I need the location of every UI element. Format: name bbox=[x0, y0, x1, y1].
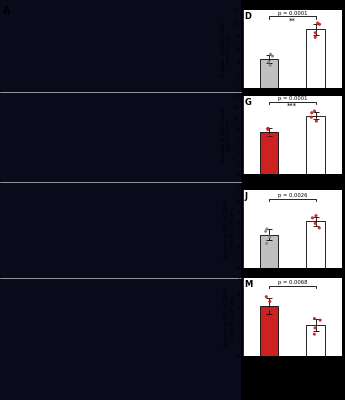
Point bbox=[308, 114, 314, 120]
Point bbox=[315, 20, 321, 26]
Bar bbox=[260, 59, 278, 88]
Point bbox=[264, 294, 269, 300]
Text: p = 0.0001: p = 0.0001 bbox=[278, 11, 307, 16]
Text: A: A bbox=[3, 6, 11, 16]
Y-axis label: Number of IBA1+ cells
per 100 µm²: Number of IBA1+ cells per 100 µm² bbox=[220, 21, 231, 77]
Y-axis label: Number of IBA1+CD68+
cells per 100 µm²: Number of IBA1+CD68+ cells per 100 µm² bbox=[224, 287, 235, 347]
Point bbox=[313, 220, 318, 227]
Point bbox=[267, 62, 273, 68]
Point bbox=[309, 110, 315, 116]
Point bbox=[265, 126, 270, 133]
Bar bbox=[306, 116, 325, 174]
Y-axis label: Number of IBA1+ cells
per 100 µm²: Number of IBA1+ cells per 100 µm² bbox=[220, 107, 231, 163]
Point bbox=[266, 59, 272, 65]
Bar bbox=[306, 30, 325, 88]
Text: D: D bbox=[245, 12, 252, 20]
Bar bbox=[306, 221, 325, 268]
Text: M: M bbox=[245, 280, 253, 288]
Point bbox=[312, 315, 317, 322]
Point bbox=[265, 125, 270, 132]
Point bbox=[312, 108, 317, 114]
Point bbox=[270, 53, 275, 59]
Point bbox=[267, 298, 273, 305]
Point bbox=[265, 134, 270, 141]
Point bbox=[265, 314, 270, 320]
Point bbox=[314, 118, 319, 124]
Text: p = 0.0026: p = 0.0026 bbox=[278, 193, 307, 198]
Point bbox=[264, 226, 269, 232]
Bar bbox=[260, 306, 278, 356]
Bar bbox=[260, 234, 278, 268]
Text: p = 0.0068: p = 0.0068 bbox=[278, 280, 307, 285]
Bar bbox=[0, 0, 241, 400]
Point bbox=[267, 132, 273, 138]
Point bbox=[310, 215, 315, 221]
Point bbox=[312, 325, 318, 331]
Point bbox=[316, 225, 322, 231]
Bar bbox=[306, 325, 325, 356]
Text: ***: *** bbox=[287, 102, 297, 108]
Text: G: G bbox=[245, 98, 252, 106]
Y-axis label: Number of IBA1+CD68+
cells per 100 µm²: Number of IBA1+CD68+ cells per 100 µm² bbox=[224, 199, 235, 259]
Point bbox=[313, 212, 319, 219]
Text: J: J bbox=[245, 192, 248, 200]
Text: **: ** bbox=[289, 17, 296, 23]
Point bbox=[317, 21, 322, 28]
Bar bbox=[260, 132, 278, 174]
Point bbox=[267, 234, 273, 240]
Text: p = 0.0001: p = 0.0001 bbox=[278, 96, 307, 101]
Point bbox=[313, 30, 318, 36]
Point bbox=[313, 34, 318, 40]
Point bbox=[312, 331, 317, 337]
Point bbox=[264, 240, 269, 247]
Point bbox=[317, 317, 323, 323]
Point bbox=[263, 228, 268, 234]
Point bbox=[266, 306, 272, 312]
Point bbox=[268, 51, 273, 57]
